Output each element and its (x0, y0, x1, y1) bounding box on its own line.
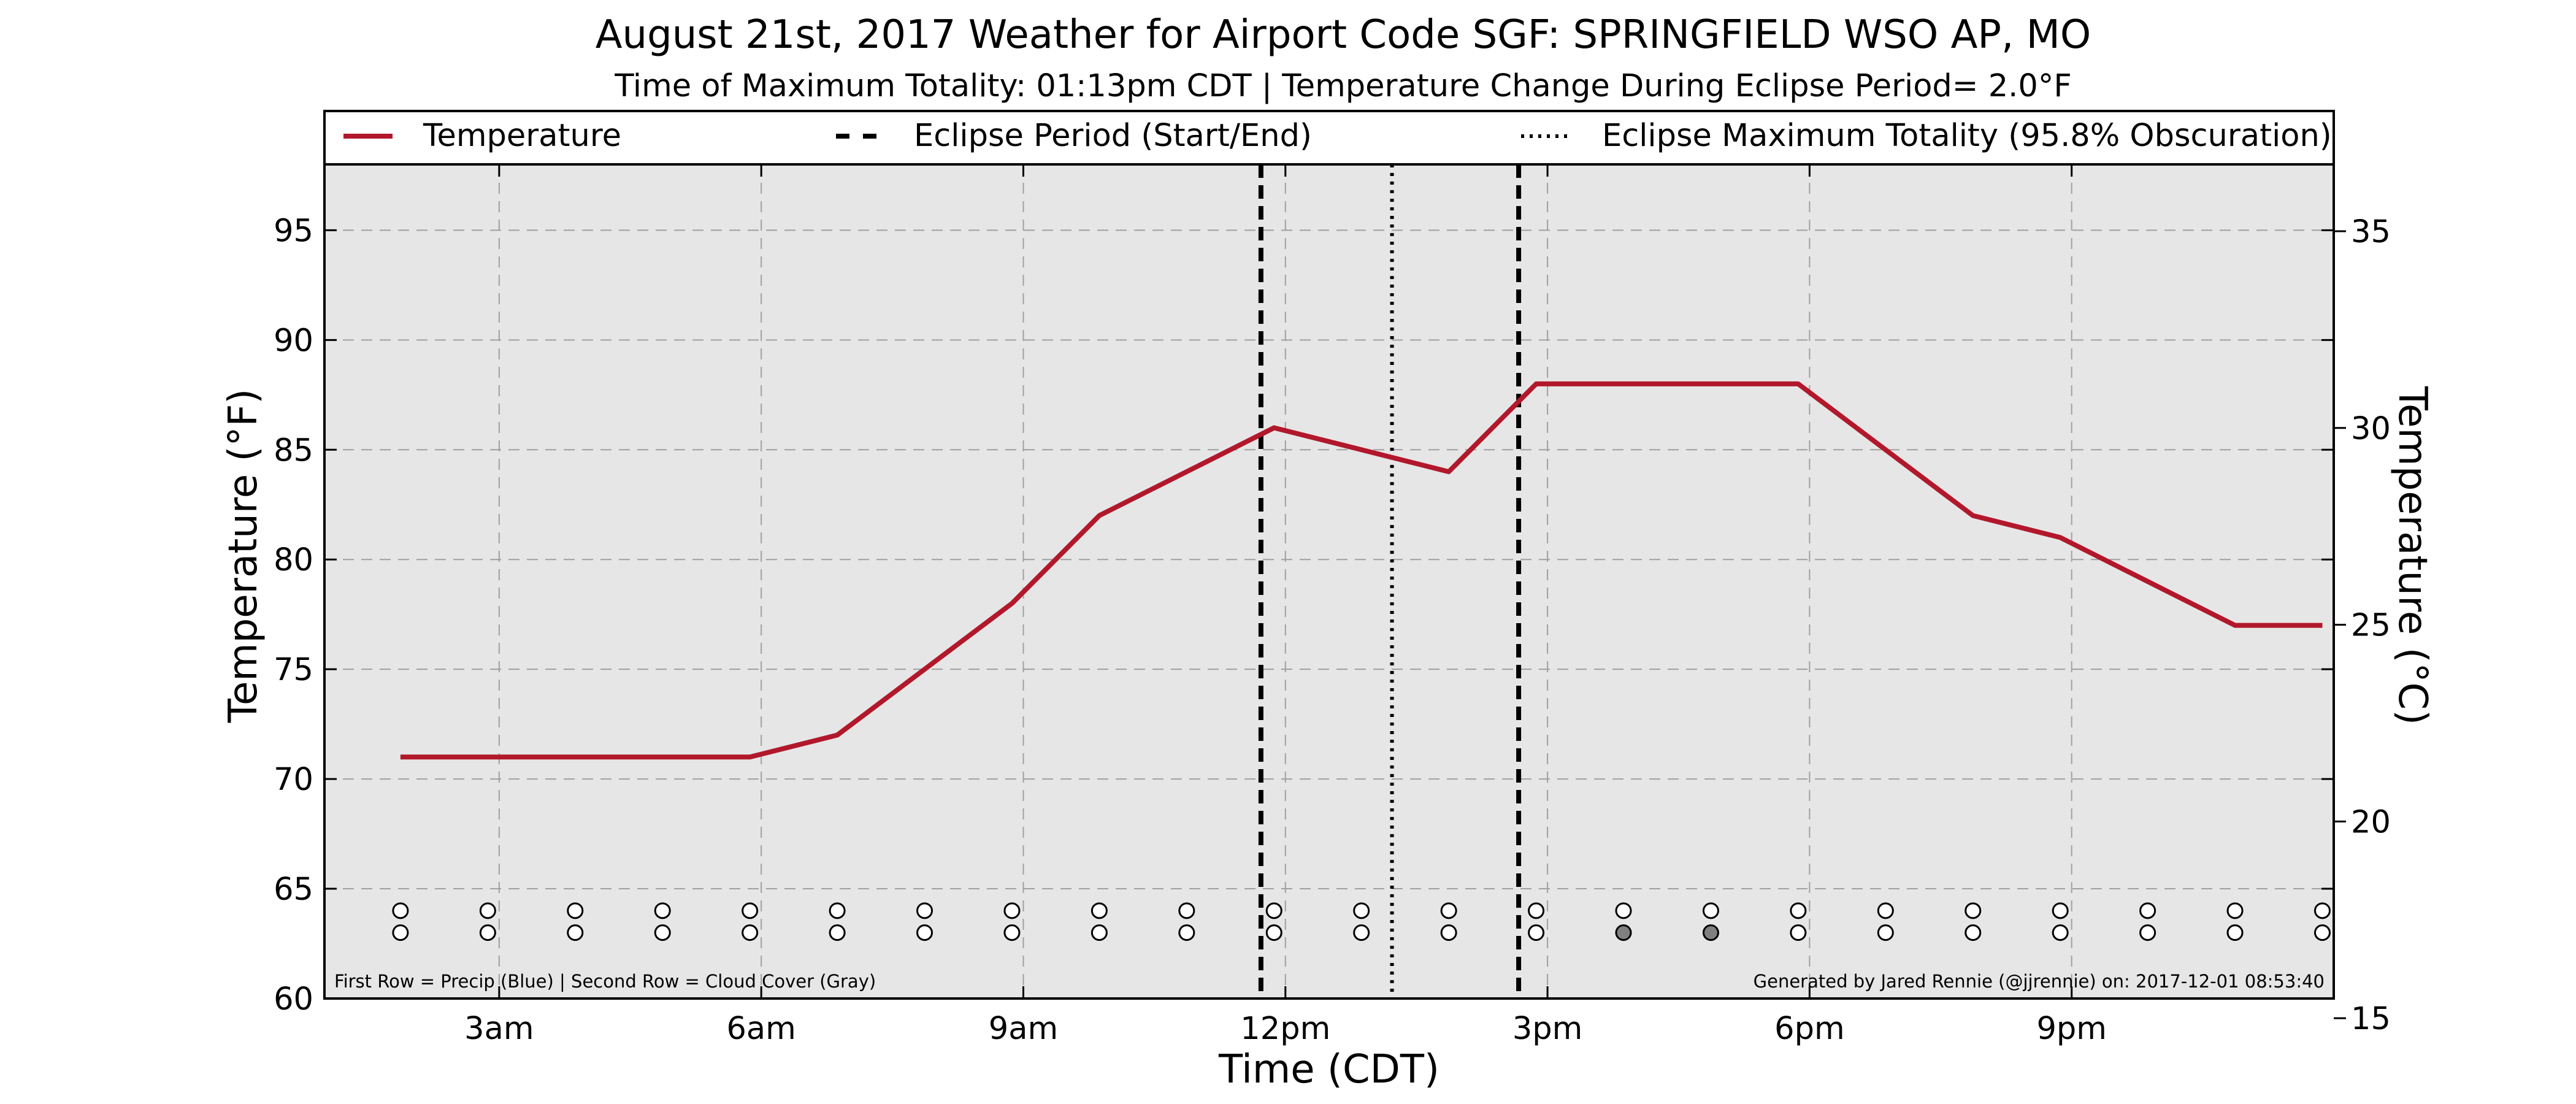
cloud-cover-marker (1790, 924, 1807, 941)
precip-marker (1178, 902, 1195, 919)
cloud-cover-marker (1615, 924, 1632, 941)
chart-subtitle: Time of Maximum Totality: 01:13pm CDT | … (614, 68, 2071, 104)
x-axis-ticks: 3am 6am 9am 12pm 3pm 6pm 9pm (464, 164, 2107, 1047)
x-tick-label: 6am (726, 1011, 795, 1047)
y-axis-right-ticks: 15 20 25 30 35 (2334, 214, 2391, 1037)
precip-marker (2313, 902, 2331, 919)
y-tick-label: 85 (274, 432, 313, 469)
cloud-cover-marker (1528, 924, 1545, 941)
footnote-right: Generated by Jared Rennie (@jjrennie) on… (1754, 971, 2325, 992)
precip-marker (1702, 902, 1719, 919)
precip-marker (1440, 902, 1457, 919)
y-axis-label: Temperature (°F) (221, 389, 266, 724)
cloud-cover-marker (1265, 924, 1282, 941)
footnote-left: First Row = Precip (Blue) | Second Row =… (334, 971, 876, 992)
precip-marker (1790, 902, 1807, 919)
x-tick-label: 9am (989, 1011, 1058, 1047)
y-tick-label: 75 (274, 652, 313, 688)
legend-eclipse-period-label: Eclipse Period (Start/End) (914, 118, 1312, 154)
cloud-cover-marker (742, 924, 759, 941)
precip-marker (916, 902, 933, 919)
y-tick-label: 90 (274, 323, 313, 359)
cloud-cover-marker (2226, 924, 2244, 941)
temperature-line (400, 381, 2323, 760)
cloud-cover-marker (2313, 924, 2331, 941)
cloud-cover-marker (829, 924, 846, 941)
cloud-cover-marker (567, 924, 584, 941)
precip-marker (1615, 902, 1632, 919)
y-right-tick-label: 20 (2351, 804, 2391, 840)
precip-marker (2226, 902, 2244, 919)
precip-marker (742, 902, 759, 919)
legend-max-totality-label: Eclipse Maximum Totality (95.8% Obscurat… (1602, 118, 2332, 154)
weather-markers (392, 902, 2331, 941)
x-tick-label: 6pm (1774, 1011, 1845, 1047)
legend-temperature-label: Temperature (423, 118, 621, 154)
precip-marker (654, 902, 671, 919)
y-tick-label: 65 (274, 872, 313, 908)
y-right-tick-label: 25 (2351, 608, 2391, 644)
eclipse-lines (1258, 164, 1522, 999)
y-tick-label: 60 (274, 981, 313, 1018)
cloud-cover-marker (654, 924, 671, 941)
y-right-tick-label: 30 (2351, 411, 2391, 447)
cloud-cover-marker (1091, 924, 1108, 941)
precip-marker (2052, 902, 2069, 919)
cloud-cover-marker (392, 924, 409, 941)
y-axis-ticks: 60 65 70 75 80 85 90 95 (274, 213, 2334, 1018)
cloud-cover-marker (916, 924, 933, 941)
precip-marker (1265, 902, 1282, 919)
precip-marker (829, 902, 846, 919)
precip-marker (392, 902, 409, 919)
x-tick-label: 3am (464, 1011, 534, 1047)
legend-box (323, 110, 2335, 166)
legend: Temperature Eclipse Period (Start/End) E… (323, 110, 2335, 166)
precip-marker (1877, 902, 1894, 919)
y-tick-label: 80 (274, 542, 313, 578)
precip-marker (479, 902, 496, 919)
chart-title: August 21st, 2017 Weather for Airport Co… (596, 12, 2091, 58)
x-axis-label: Time (CDT) (1218, 1047, 1439, 1092)
y-tick-label: 70 (274, 762, 313, 798)
cloud-cover-marker (2052, 924, 2069, 941)
precip-marker (2139, 902, 2156, 919)
precip-marker (1528, 902, 1545, 919)
plot-area (324, 164, 2334, 999)
temperature-series (400, 381, 2323, 760)
x-tick-label: 3pm (1512, 1011, 1583, 1047)
cloud-cover-marker (1178, 924, 1195, 941)
cloud-cover-marker (1353, 924, 1370, 941)
cloud-cover-marker (1003, 924, 1021, 941)
y-right-tick-label: 35 (2351, 214, 2391, 250)
cloud-cover-marker (1440, 924, 1457, 941)
y-right-tick-label: 15 (2351, 1001, 2391, 1037)
x-tick-label: 12pm (1240, 1011, 1330, 1047)
y-axis-right-label: Temperature (°C) (2390, 386, 2435, 725)
grid-lines (324, 164, 2334, 999)
precip-marker (1091, 902, 1108, 919)
precip-marker (567, 902, 584, 919)
precip-marker (1003, 902, 1021, 919)
precip-marker (1353, 902, 1370, 919)
cloud-cover-marker (1965, 924, 1982, 941)
cloud-cover-marker (1877, 924, 1894, 941)
cloud-cover-marker (479, 924, 496, 941)
cloud-cover-marker (1702, 924, 1719, 941)
x-tick-label: 9pm (2036, 1011, 2107, 1047)
cloud-cover-marker (2139, 924, 2156, 941)
y-tick-label: 95 (274, 213, 313, 249)
precip-marker (1965, 902, 1982, 919)
